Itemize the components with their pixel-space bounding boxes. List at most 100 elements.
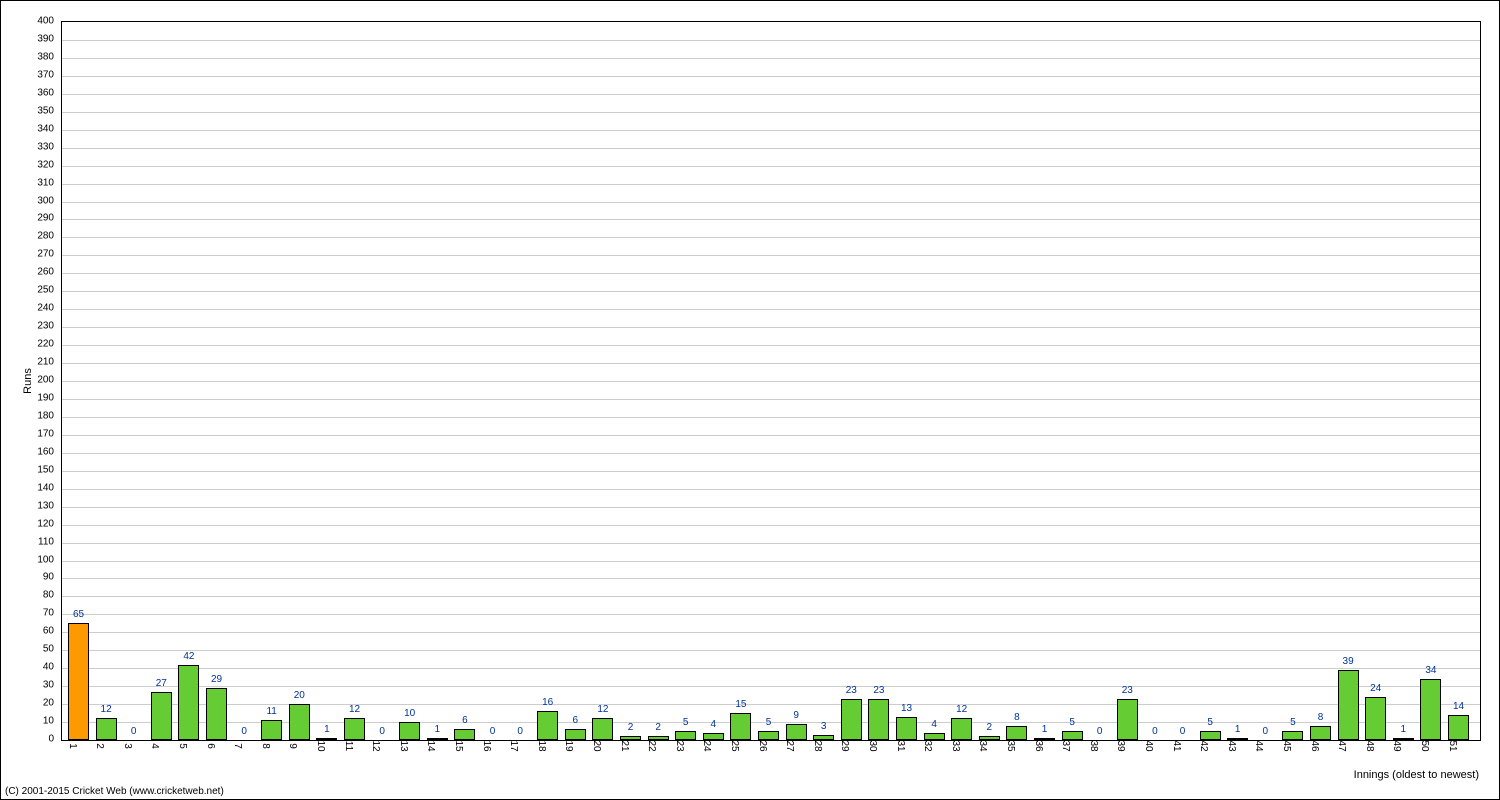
bar	[868, 699, 889, 740]
y-tick-label: 400	[37, 16, 54, 27]
gridline	[62, 399, 1480, 400]
bar-value-label: 20	[294, 690, 305, 701]
x-tick-label: 26	[757, 740, 768, 751]
gridline	[62, 596, 1480, 597]
bar-value-label: 12	[101, 704, 112, 715]
bar	[1365, 697, 1386, 740]
bar-value-label: 5	[766, 717, 772, 728]
x-tick-label: 14	[425, 740, 436, 751]
bar	[1310, 726, 1331, 740]
x-tick-label: 24	[701, 740, 712, 751]
x-tick-label: 50	[1419, 740, 1430, 751]
bar-value-label: 0	[1263, 726, 1269, 737]
x-tick-label: 25	[729, 740, 740, 751]
bar-value-label: 0	[490, 726, 496, 737]
gridline	[62, 668, 1480, 669]
y-tick-label: 300	[37, 195, 54, 206]
y-tick-label: 370	[37, 69, 54, 80]
bar-value-label: 2	[655, 722, 661, 733]
bar-value-label: 12	[956, 704, 967, 715]
y-tick-label: 320	[37, 159, 54, 170]
bar-value-label: 0	[241, 726, 247, 737]
x-tick-label: 2	[94, 743, 105, 749]
bar-value-label: 34	[1425, 665, 1436, 676]
x-tick-label: 38	[1088, 740, 1099, 751]
chart-container: Runs 65120274229011201120101600166122254…	[0, 0, 1500, 800]
bar	[1338, 670, 1359, 740]
gridline	[62, 202, 1480, 203]
bar-value-label: 65	[73, 609, 84, 620]
gridline	[62, 507, 1480, 508]
x-tick-label: 7	[232, 743, 243, 749]
bar	[1062, 731, 1083, 740]
gridline	[62, 417, 1480, 418]
x-tick-label: 49	[1391, 740, 1402, 751]
bar	[1420, 679, 1441, 740]
bar	[896, 717, 917, 740]
gridline	[62, 76, 1480, 77]
gridline	[62, 309, 1480, 310]
gridline	[62, 130, 1480, 131]
gridline	[62, 112, 1480, 113]
bar-value-label: 8	[1318, 712, 1324, 723]
bar	[1448, 715, 1469, 740]
y-tick-label: 330	[37, 141, 54, 152]
bar	[399, 722, 420, 740]
x-tick-label: 28	[812, 740, 823, 751]
bar-value-label: 24	[1370, 683, 1381, 694]
x-tick-label: 21	[619, 740, 630, 751]
x-tick-label: 48	[1364, 740, 1375, 751]
gridline	[62, 543, 1480, 544]
x-tick-label: 16	[481, 740, 492, 751]
y-tick-label: 80	[43, 590, 54, 601]
bar-value-label: 11	[266, 706, 276, 717]
gridline	[62, 237, 1480, 238]
y-tick-label: 340	[37, 123, 54, 134]
bar-value-label: 23	[1122, 685, 1133, 696]
bar-value-label: 1	[1401, 724, 1407, 735]
y-tick-label: 270	[37, 249, 54, 260]
bar-value-label: 10	[404, 708, 415, 719]
x-tick-label: 37	[1060, 740, 1071, 751]
bar-value-label: 5	[683, 717, 689, 728]
bar-value-label: 23	[846, 685, 857, 696]
bar-value-label: 5	[1290, 717, 1296, 728]
x-tick-label: 46	[1309, 740, 1320, 751]
x-tick-label: 41	[1171, 740, 1182, 751]
y-tick-label: 140	[37, 482, 54, 493]
y-tick-label: 0	[48, 734, 54, 745]
x-tick-label: 51	[1447, 740, 1458, 751]
bar	[786, 724, 807, 740]
y-tick-label: 360	[37, 87, 54, 98]
y-tick-label: 380	[37, 51, 54, 62]
x-tick-label: 13	[398, 740, 409, 751]
y-tick-label: 90	[43, 572, 54, 583]
x-tick-label: 47	[1336, 740, 1347, 751]
y-tick-label: 310	[37, 177, 54, 188]
plot-area: 6512027422901120112010160016612225415593…	[61, 21, 1481, 741]
x-tick-label: 19	[563, 740, 574, 751]
gridline	[62, 650, 1480, 651]
x-tick-label: 4	[149, 743, 160, 749]
gridline	[62, 686, 1480, 687]
bar-value-label: 12	[349, 704, 360, 715]
x-tick-label: 31	[895, 740, 906, 751]
y-tick-label: 180	[37, 410, 54, 421]
y-axis-label: Runs	[22, 368, 34, 394]
x-tick-label: 30	[867, 740, 878, 751]
y-tick-label: 10	[43, 716, 54, 727]
gridline	[62, 489, 1480, 490]
bar	[675, 731, 696, 740]
bar	[841, 699, 862, 740]
bar-value-label: 8	[1014, 712, 1020, 723]
gridline	[62, 632, 1480, 633]
bar-value-label: 0	[1097, 726, 1103, 737]
y-tick-label: 170	[37, 428, 54, 439]
x-tick-label: 42	[1198, 740, 1209, 751]
bar	[96, 718, 117, 740]
y-tick-label: 160	[37, 446, 54, 457]
gridline	[62, 578, 1480, 579]
bar	[454, 729, 475, 740]
copyright-text: (C) 2001-2015 Cricket Web (www.cricketwe…	[5, 786, 224, 797]
y-tick-label: 220	[37, 339, 54, 350]
